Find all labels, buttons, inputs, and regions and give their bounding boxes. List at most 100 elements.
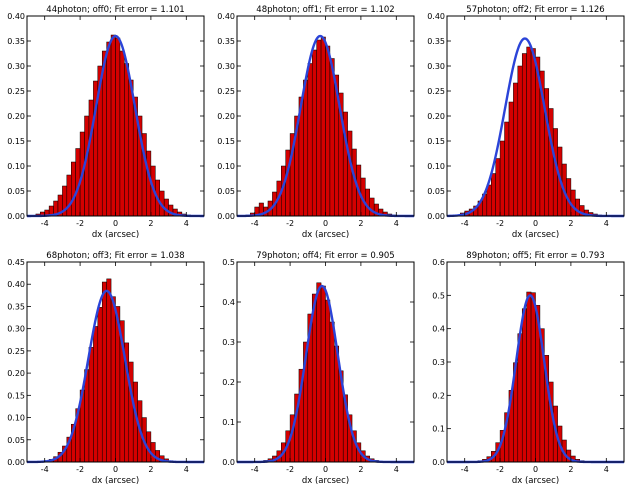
y-tick-label: 0.0 [432, 458, 445, 467]
x-axis-label: dx (arcsec) [302, 230, 349, 240]
y-tick-label: 0.3 [222, 338, 235, 347]
x-axis-label: dx (arcsec) [512, 230, 559, 240]
y-tick-label: 0.40 [7, 12, 25, 21]
x-tick-label: 0 [323, 465, 328, 474]
y-tick-label: 0.25 [7, 347, 25, 356]
histogram-bar [369, 197, 375, 217]
histogram-panel-1: 0.00 0.05 0.10 0.15 0.20 0.25 0.30 0.35 0.40 -4 -2… [217, 5, 415, 240]
y-tick-label: 0.25 [7, 87, 25, 96]
histogram-bar [513, 82, 519, 217]
histogram-bar [526, 291, 532, 463]
histogram-bar [106, 278, 112, 463]
x-tick-label: -2 [496, 219, 504, 228]
y-tick-label: 0.3 [432, 358, 445, 367]
y-tick-label: 0.20 [427, 112, 445, 121]
panel-title: 57photon; off2; Fit error = 1.126 [466, 5, 604, 15]
histogram-bar [530, 48, 536, 217]
y-tick-label: 0.20 [7, 369, 25, 378]
y-tick-label: 0.45 [7, 258, 25, 267]
histogram-panel-5: 0.0 0.1 0.2 0.3 0.4 0.5 0.6 -4 -2 0 2 4 89photon; of… [432, 251, 625, 486]
panel-title: 68photon; off3; Fit error = 1.038 [46, 251, 184, 261]
histogram-bar [548, 108, 554, 217]
y-tick-label: 0.30 [217, 62, 235, 71]
x-tick-label: 2 [358, 465, 363, 474]
histogram-bar [504, 121, 510, 217]
x-tick-label: 4 [604, 465, 609, 474]
y-tick-label: 0.30 [7, 62, 25, 71]
y-tick-label: 0.1 [432, 425, 445, 434]
histogram-bar [66, 174, 72, 217]
histogram-bar [124, 63, 130, 217]
histogram-bar [316, 282, 322, 463]
histogram-bar [146, 150, 152, 217]
histogram-bar [508, 101, 514, 217]
y-tick-label: 0.6 [432, 258, 445, 267]
y-tick-label: 0.0 [222, 458, 235, 467]
histogram-bar [93, 326, 99, 463]
y-tick-label: 0.20 [7, 112, 25, 121]
y-tick-label: 0.35 [217, 37, 235, 46]
histogram-bar [311, 49, 317, 217]
x-tick-label: 2 [568, 219, 573, 228]
y-tick-label: 0.20 [217, 112, 235, 121]
x-tick-label: 0 [533, 219, 538, 228]
y-tick-label: 0.10 [427, 162, 445, 171]
x-tick-label: 4 [184, 465, 189, 474]
histogram-bar [329, 321, 335, 463]
x-tick-label: -4 [461, 219, 469, 228]
y-tick-label: 0.40 [427, 12, 445, 21]
histogram-panel-0: 0.00 0.05 0.10 0.15 0.20 0.25 0.30 0.35 0.40 -4 -2… [7, 5, 205, 240]
y-tick-label: 0.30 [7, 325, 25, 334]
histogram-bar [88, 347, 94, 463]
histogram-bar [320, 285, 326, 463]
y-tick-label: 0.15 [7, 137, 25, 146]
histogram-bar [347, 130, 353, 217]
histogram-bar [115, 37, 121, 217]
y-tick-label: 0.10 [7, 414, 25, 423]
histogram-panel-3: 0.00 0.05 0.10 0.15 0.20 0.25 0.30 0.35 0.40 0.45… [7, 251, 205, 486]
y-tick-label: 0.2 [432, 391, 445, 400]
x-axis-label: dx (arcsec) [512, 476, 559, 486]
x-tick-label: 0 [323, 219, 328, 228]
gaussian-fit-line [26, 34, 205, 218]
x-tick-label: -2 [286, 219, 294, 228]
histogram-bar [84, 369, 90, 463]
histogram-bar [530, 292, 536, 463]
x-axis-label: dx (arcsec) [302, 476, 349, 486]
y-tick-label: 0.05 [427, 187, 445, 196]
y-tick-label: 0.30 [427, 62, 445, 71]
histogram-bar [521, 53, 527, 217]
histogram-bar [325, 299, 331, 463]
histogram-bar [119, 50, 125, 217]
histogram-bar [517, 65, 523, 217]
y-tick-label: 0.2 [222, 378, 235, 387]
y-tick-label: 0.25 [217, 87, 235, 96]
y-tick-label: 0.00 [7, 458, 25, 467]
y-tick-label: 0.15 [217, 137, 235, 146]
y-tick-label: 0.05 [7, 436, 25, 445]
histogram-bar [303, 79, 309, 217]
x-axis-label: dx (arcsec) [92, 476, 139, 486]
y-tick-label: 0.00 [427, 212, 445, 221]
panel-title: 48photon; off1; Fit error = 1.102 [256, 5, 394, 15]
histogram-bar [526, 46, 532, 217]
y-tick-label: 0.25 [427, 87, 445, 96]
histogram-bar [316, 39, 322, 217]
histogram-bar [311, 293, 317, 463]
y-tick-label: 0.05 [217, 187, 235, 196]
histogram-bar [128, 361, 134, 463]
y-tick-label: 0.10 [7, 162, 25, 171]
histogram-bar [486, 184, 492, 217]
histogram-bar [88, 99, 94, 217]
y-tick-label: 0.1 [222, 418, 235, 427]
y-tick-label: 0.00 [217, 212, 235, 221]
y-tick-label: 0.4 [432, 325, 445, 334]
x-tick-label: 2 [148, 219, 153, 228]
histogram-panel-4: 0.0 0.1 0.2 0.3 0.4 0.5 -4 -2 0 2 4 79photon; off4;… [222, 251, 415, 486]
histogram-bar [97, 307, 103, 463]
panel-title: 89photon; off5; Fit error = 0.793 [466, 251, 604, 261]
x-tick-label: 4 [394, 465, 399, 474]
histogram-bar [110, 34, 116, 217]
histogram-bar [499, 140, 505, 217]
